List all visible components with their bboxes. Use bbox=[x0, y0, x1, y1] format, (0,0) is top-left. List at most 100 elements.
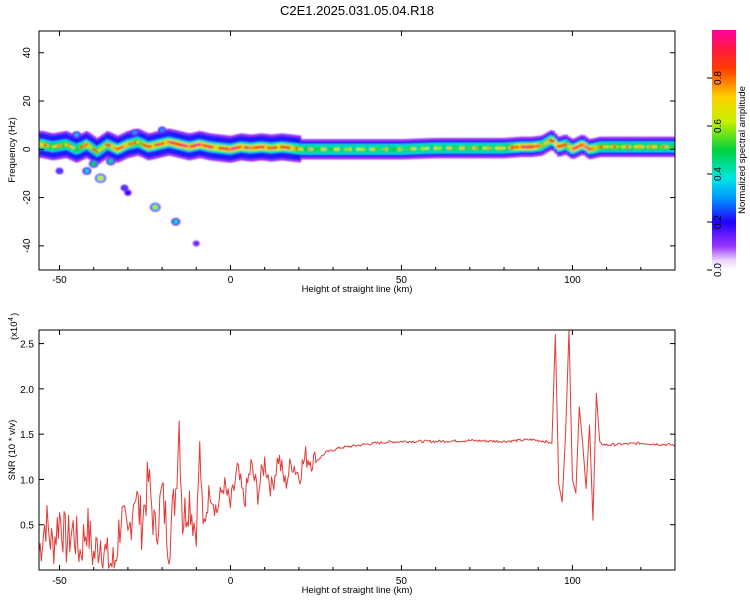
heatmap-cell bbox=[159, 142, 163, 146]
heatmap-cell bbox=[436, 146, 440, 150]
heatmap-cell bbox=[321, 147, 325, 151]
snr-multiplier-close: ) bbox=[9, 313, 20, 316]
heatmap-cell bbox=[477, 146, 481, 150]
heatmap-cell bbox=[454, 146, 458, 150]
heatmap-cell bbox=[562, 143, 566, 147]
heatmap-cell bbox=[449, 146, 453, 150]
heatmap-cell bbox=[205, 144, 209, 148]
heatmap-cell bbox=[641, 145, 645, 149]
heatmap-cell bbox=[372, 147, 376, 151]
heatmap-cell bbox=[567, 145, 571, 148]
heatmap-cell bbox=[249, 146, 253, 150]
snr-panel: -50 0 50 100 0.5 1.0 1.5 2.0 2.5 Height of stra… bbox=[7, 313, 676, 596]
heatmap-cell bbox=[287, 146, 291, 150]
heatmap-cell bbox=[633, 145, 638, 149]
heatmap-cell bbox=[315, 147, 320, 151]
snr-multiplier: (x10 4 ) bbox=[8, 313, 20, 340]
heatmap-cell bbox=[80, 145, 84, 149]
heatmap-blob bbox=[159, 127, 165, 132]
heatmap-cell bbox=[528, 145, 532, 149]
heatmap-cell bbox=[210, 145, 214, 149]
heatmap-cell bbox=[636, 145, 640, 149]
heatmap-cell bbox=[577, 144, 581, 148]
heatmap-cell bbox=[151, 144, 155, 148]
heatmap-cell bbox=[118, 146, 122, 150]
heatmap-cell bbox=[121, 145, 125, 149]
snr-x-ticks: -50 0 50 100 bbox=[52, 330, 676, 587]
heatmap-cell bbox=[608, 145, 612, 149]
heatmap-cell bbox=[182, 144, 186, 147]
heatmap-cell bbox=[233, 146, 238, 150]
heatmap-cell bbox=[457, 146, 461, 150]
heatmap-cell bbox=[623, 145, 627, 149]
heatmap-cell bbox=[67, 144, 71, 147]
heatmap-cell bbox=[572, 147, 576, 151]
heatmap-cell bbox=[662, 145, 666, 149]
x-tick-label: -50 bbox=[52, 576, 67, 587]
heatmap-cell bbox=[421, 147, 425, 150]
heatmap-cell bbox=[536, 144, 540, 148]
heatmap-cell bbox=[492, 146, 497, 150]
heatmap-cell bbox=[185, 144, 189, 148]
spectrogram-frame bbox=[38, 30, 676, 271]
heatmap-blob bbox=[173, 219, 179, 224]
spectrogram-x-ticks: -50 0 50 100 bbox=[52, 31, 676, 286]
heatmap-cell bbox=[654, 145, 658, 149]
heatmap-cell bbox=[213, 146, 217, 149]
y-tick-label: 40 bbox=[22, 47, 33, 59]
heatmap-blob bbox=[152, 204, 159, 210]
heatmap-cell bbox=[516, 145, 520, 149]
heatmap-blob bbox=[91, 161, 97, 167]
heatmap-cell bbox=[167, 140, 171, 144]
heatmap-cell bbox=[123, 144, 127, 148]
heatmap-cell bbox=[272, 146, 276, 150]
heatmap-cell bbox=[139, 141, 143, 145]
heatmap-cell bbox=[323, 147, 327, 151]
heatmap-cell bbox=[503, 146, 507, 150]
heatmap-cell bbox=[313, 147, 317, 151]
heatmap-cell bbox=[72, 146, 76, 150]
heatmap-cell bbox=[226, 147, 230, 151]
heatmap-cell bbox=[303, 147, 307, 151]
heatmap-cell bbox=[462, 146, 466, 150]
heatmap-cell bbox=[415, 147, 420, 151]
heatmap-cell bbox=[146, 145, 150, 149]
heatmap-cell bbox=[131, 142, 135, 145]
heatmap-cell bbox=[487, 146, 491, 150]
heatmap-blob bbox=[194, 241, 199, 246]
heatmap-cell bbox=[346, 147, 350, 151]
x-tick-label: 100 bbox=[564, 275, 581, 286]
heatmap-cell bbox=[351, 147, 356, 151]
x-tick-label: 0 bbox=[228, 576, 234, 587]
heatmap-blob bbox=[74, 132, 79, 137]
heatmap-cell bbox=[200, 143, 204, 147]
heatmap-cell bbox=[100, 147, 104, 150]
heatmap-cell bbox=[669, 145, 674, 149]
heatmap-cell bbox=[41, 143, 45, 146]
heatmap-cell bbox=[169, 141, 173, 144]
heatmap-cell bbox=[208, 145, 212, 149]
spectrogram-x-label: Height of straight line (km) bbox=[302, 284, 413, 295]
heatmap-cell bbox=[541, 143, 545, 147]
heatmap-cell bbox=[198, 143, 202, 146]
snr-multiplier-base: (x10 bbox=[9, 322, 20, 340]
heatmap-cell bbox=[190, 145, 194, 148]
heatmap-cell bbox=[469, 146, 473, 150]
heatmap-cell bbox=[141, 142, 145, 146]
heatmap-cell bbox=[464, 146, 468, 150]
heatmap-cell bbox=[510, 146, 515, 149]
heatmap-cell bbox=[385, 147, 389, 151]
heatmap-cell bbox=[557, 145, 561, 148]
heatmap-cell bbox=[546, 140, 550, 144]
heatmap-cell bbox=[77, 146, 81, 150]
heatmap-cell bbox=[398, 147, 402, 151]
y-tick-label: -20 bbox=[22, 190, 33, 205]
heatmap-cell bbox=[282, 145, 286, 149]
heatmap-cell bbox=[431, 146, 435, 150]
heatmap-cell bbox=[644, 145, 648, 149]
heatmap-cell bbox=[364, 147, 368, 151]
heatmap-cell bbox=[310, 147, 314, 151]
snr-x-label: Height of straight line (km) bbox=[302, 585, 413, 596]
x-tick-label: 100 bbox=[564, 576, 581, 587]
heatmap-cell bbox=[113, 146, 117, 150]
